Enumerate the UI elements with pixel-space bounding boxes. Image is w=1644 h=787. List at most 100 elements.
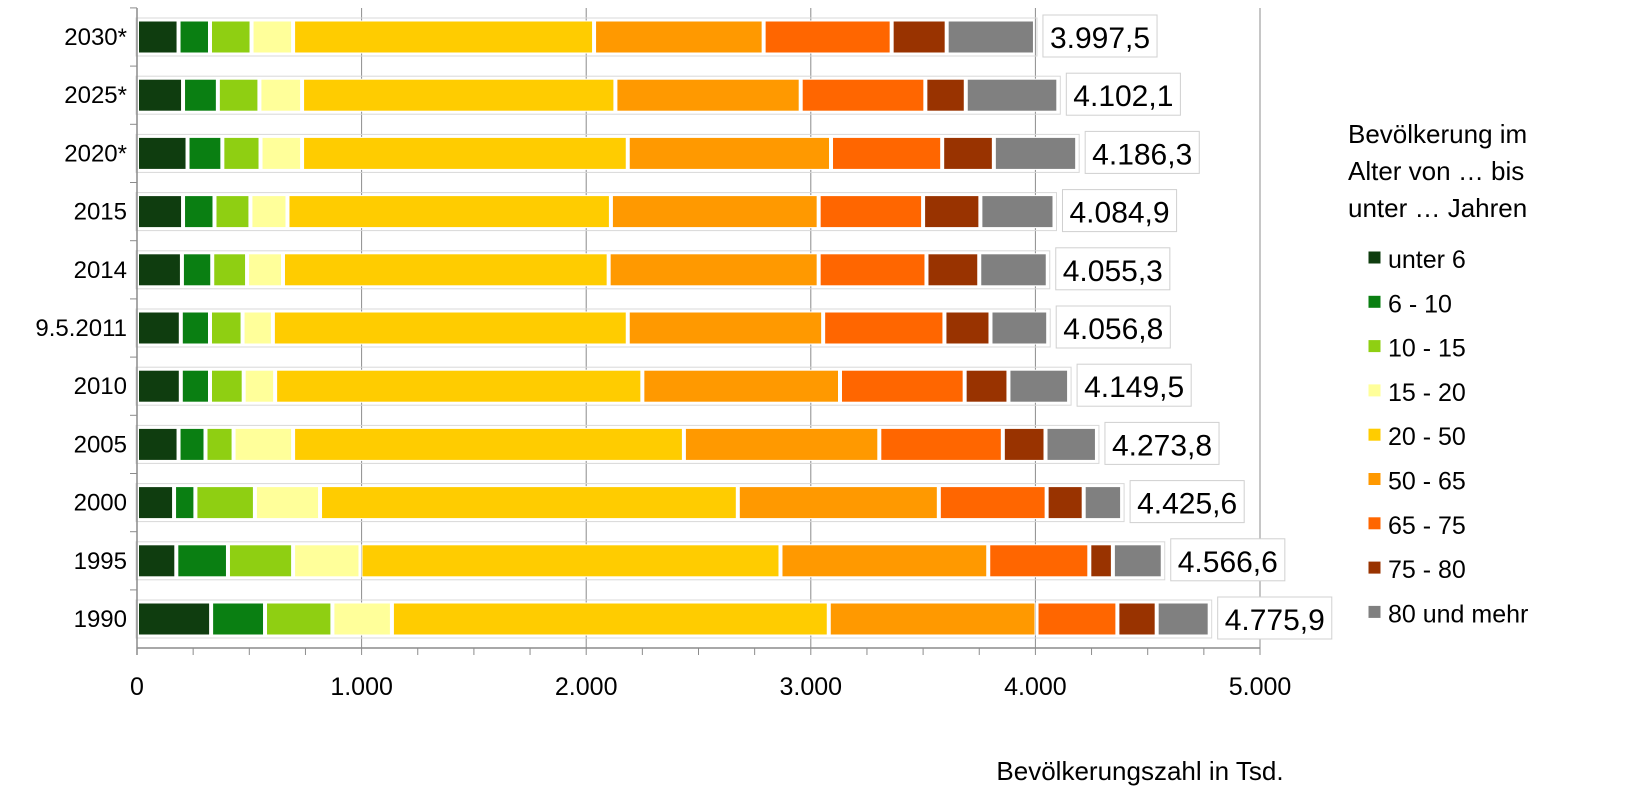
bar-segment bbox=[628, 136, 831, 170]
bar-segment bbox=[175, 486, 195, 520]
bar-segment bbox=[184, 78, 217, 112]
axes bbox=[130, 7, 1261, 655]
y-tick-label: 2025* bbox=[64, 82, 127, 109]
bar-segment bbox=[294, 20, 594, 54]
bar-segment bbox=[764, 20, 891, 54]
total-label-box bbox=[1065, 72, 1181, 116]
bar-segment bbox=[819, 195, 923, 229]
bar-segment bbox=[595, 20, 763, 54]
legend-swatch bbox=[1367, 427, 1382, 442]
bar-segment bbox=[138, 369, 180, 403]
y-tick-label: 9.5.2011 bbox=[35, 315, 127, 342]
bar-segment bbox=[243, 311, 272, 345]
legend-swatch bbox=[1367, 604, 1382, 619]
bar-segment bbox=[138, 195, 183, 229]
bar-segment bbox=[251, 195, 287, 229]
bar-segment bbox=[1157, 602, 1209, 636]
bar-segment bbox=[943, 136, 993, 170]
bar-segment bbox=[182, 253, 212, 287]
bar-segment bbox=[1090, 544, 1112, 578]
bar-segment bbox=[965, 369, 1008, 403]
bar-segment bbox=[138, 602, 211, 636]
bar-segment bbox=[945, 311, 990, 345]
bar-segment bbox=[210, 20, 251, 54]
bar-segment bbox=[288, 195, 610, 229]
total-label-box bbox=[1129, 480, 1245, 524]
bar-segment bbox=[1046, 427, 1096, 461]
bar-segment bbox=[947, 20, 1034, 54]
legend-title-line: Alter von … bis bbox=[1348, 156, 1524, 186]
bar-segment bbox=[980, 253, 1047, 287]
bar-segment bbox=[819, 253, 926, 287]
bar-segment bbox=[196, 486, 254, 520]
total-value-label: 4.056,8 bbox=[1063, 313, 1163, 346]
bar-segment bbox=[138, 78, 183, 112]
bar-segment bbox=[840, 369, 964, 403]
bar-segment bbox=[926, 78, 965, 112]
bar-segment bbox=[981, 195, 1054, 229]
bar-segment bbox=[138, 544, 176, 578]
total-value-labels: 3.997,5 4.102,1 4.186,3 4.084,9 4.055,3 4.056… bbox=[1042, 14, 1333, 640]
bar-segment bbox=[989, 544, 1089, 578]
x-tick-label: 0 bbox=[130, 673, 144, 701]
total-label-box bbox=[1055, 305, 1171, 349]
y-tick-label: 2015 bbox=[74, 199, 127, 226]
total-value-label: 4.775,9 bbox=[1225, 604, 1325, 637]
bar-segment bbox=[781, 544, 988, 578]
total-label-box bbox=[1055, 247, 1171, 291]
bar-segment bbox=[215, 195, 250, 229]
bar-segment bbox=[303, 136, 627, 170]
bar-segment bbox=[138, 486, 174, 520]
bar-outline bbox=[135, 133, 1080, 173]
legend-entry-label: 10 - 15 bbox=[1388, 335, 1466, 363]
legend: Bevölkerung im Alter von … bis unter … Jah… bbox=[1348, 119, 1528, 628]
x-axis-label: Bevölkerungszahl in Tsd. bbox=[996, 756, 1283, 786]
x-tick-label: 2.000 bbox=[555, 673, 618, 701]
bar-segment bbox=[824, 311, 944, 345]
total-value-label: 4.425,6 bbox=[1137, 488, 1237, 521]
bar-segment bbox=[184, 195, 214, 229]
bar-segment bbox=[212, 602, 265, 636]
bar-outline bbox=[135, 541, 1166, 581]
total-value-label: 4.273,8 bbox=[1112, 429, 1212, 462]
y-tick-label: 2005 bbox=[74, 431, 127, 458]
x-tick-label: 4.000 bbox=[1004, 673, 1067, 701]
bar-segment bbox=[1003, 427, 1045, 461]
total-label-box bbox=[1076, 363, 1192, 407]
y-tick-label: 2020* bbox=[64, 140, 127, 167]
total-label-box bbox=[1170, 538, 1286, 582]
bar-segment bbox=[303, 78, 615, 112]
legend-title-line: unter … Jahren bbox=[1348, 193, 1527, 223]
total-value-label: 4.084,9 bbox=[1069, 197, 1169, 230]
bar-segment bbox=[255, 486, 320, 520]
bar-segment bbox=[248, 253, 282, 287]
bar-segment bbox=[206, 427, 233, 461]
bar-segment bbox=[991, 311, 1048, 345]
total-value-label: 4.102,1 bbox=[1073, 80, 1173, 113]
legend-swatch bbox=[1367, 294, 1382, 309]
bar-segment bbox=[643, 369, 839, 403]
bar-segment bbox=[188, 136, 222, 170]
bar-segment bbox=[244, 369, 275, 403]
legend-swatch bbox=[1367, 339, 1382, 354]
bar-segment bbox=[738, 486, 938, 520]
bar-segment bbox=[392, 602, 828, 636]
legend-entry-label: 20 - 50 bbox=[1388, 423, 1466, 451]
legend-entry-label: unter 6 bbox=[1388, 246, 1466, 274]
bar-segment bbox=[1084, 486, 1122, 520]
bar-outline bbox=[135, 250, 1051, 290]
bar-segment bbox=[273, 311, 627, 345]
bar-segment bbox=[138, 253, 181, 287]
bar-stacks bbox=[135, 17, 1213, 639]
legend-swatch bbox=[1367, 472, 1382, 486]
legend-swatch bbox=[1367, 516, 1382, 531]
total-value-label: 4.055,3 bbox=[1063, 255, 1163, 288]
bar-segment bbox=[880, 427, 1002, 461]
bar-segment bbox=[628, 311, 823, 345]
y-tick-label: 2000 bbox=[74, 490, 127, 517]
bar-segment bbox=[294, 544, 360, 578]
bar-segment bbox=[177, 544, 227, 578]
bar-segment bbox=[294, 427, 683, 461]
bar-outline bbox=[135, 483, 1125, 523]
bar-segment bbox=[927, 253, 979, 287]
